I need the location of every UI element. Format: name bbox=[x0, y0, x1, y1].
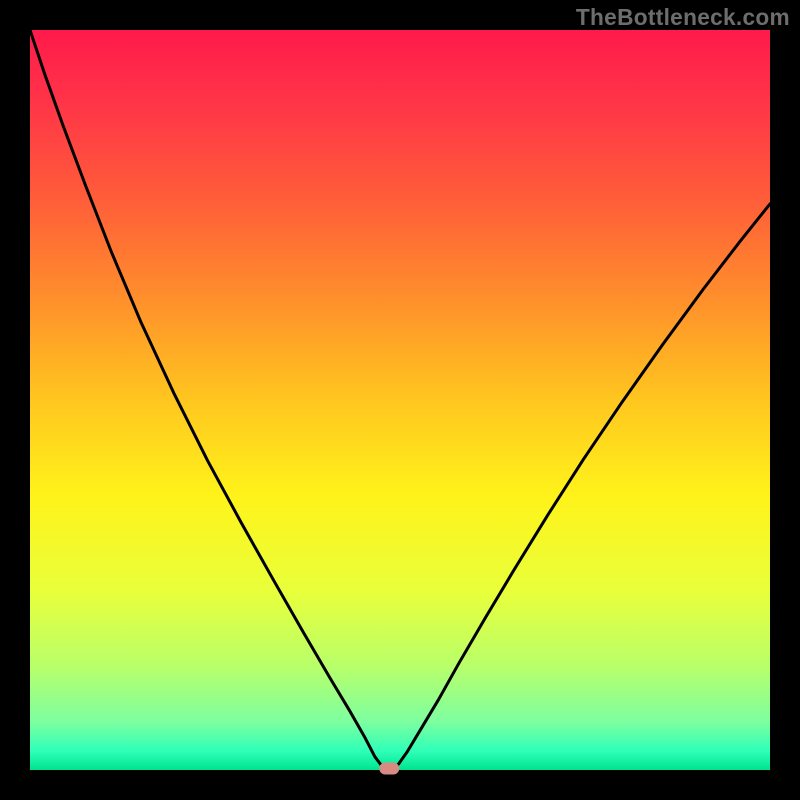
plot-background bbox=[30, 30, 770, 770]
optimal-point-marker bbox=[379, 763, 399, 775]
chart-stage: TheBottleneck.com bbox=[0, 0, 800, 800]
chart-svg bbox=[0, 0, 800, 800]
watermark-text: TheBottleneck.com bbox=[576, 4, 790, 31]
